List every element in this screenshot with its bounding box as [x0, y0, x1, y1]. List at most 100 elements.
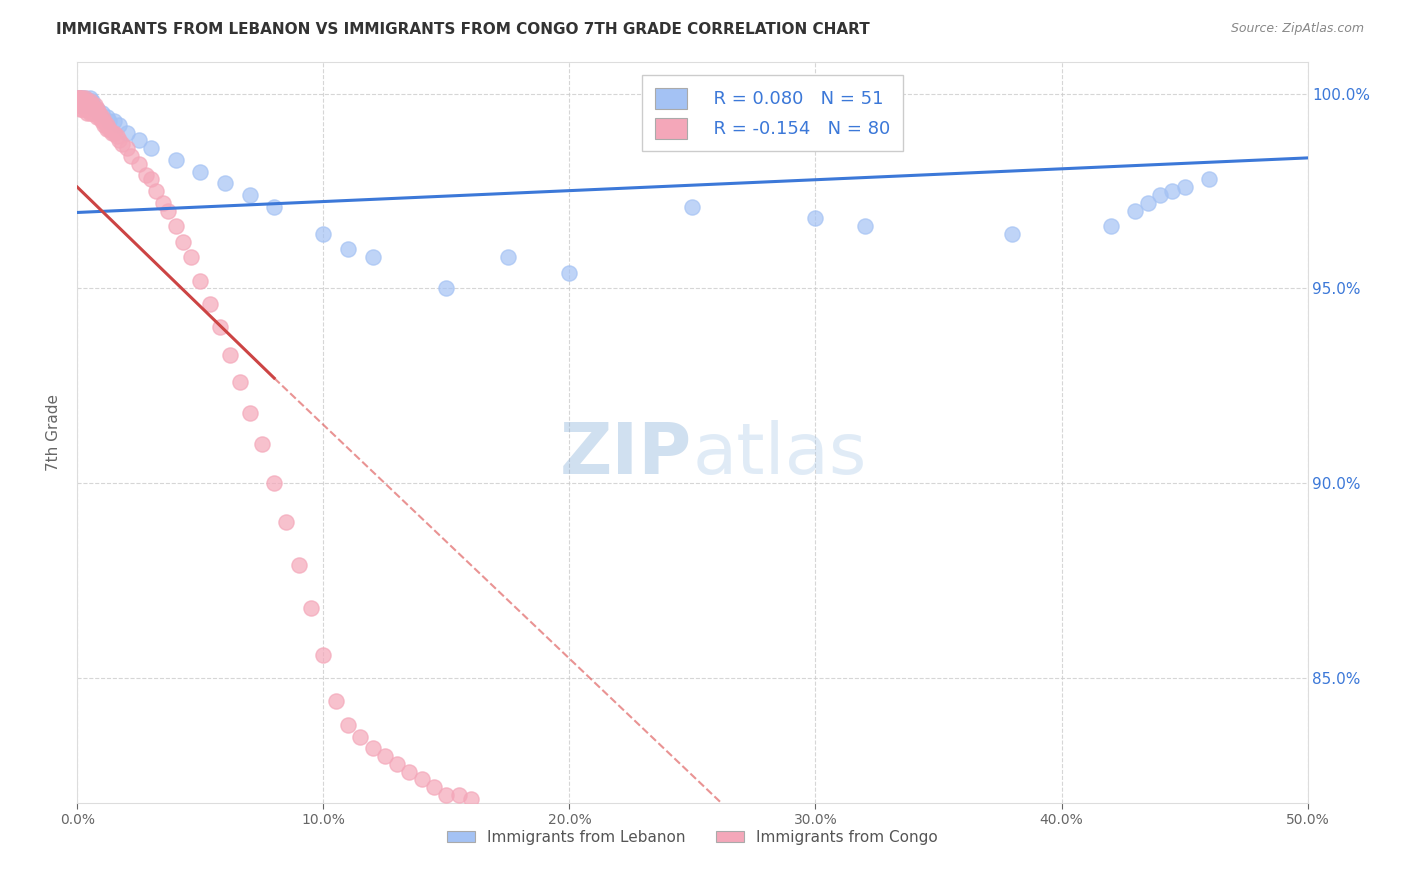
Point	[98, 114, 121, 128]
Point	[69, 95, 91, 109]
Point	[188, 274, 212, 288]
Point	[86, 102, 108, 116]
Point	[73, 98, 96, 112]
Point	[83, 106, 105, 120]
Point	[157, 203, 180, 218]
Point	[239, 406, 262, 420]
Point	[76, 102, 98, 116]
Point	[76, 106, 98, 120]
Point	[79, 95, 101, 109]
Point	[145, 184, 167, 198]
Point	[89, 106, 111, 120]
Point	[90, 114, 114, 128]
Point	[1099, 219, 1122, 233]
Point	[90, 106, 114, 120]
Point	[1149, 188, 1171, 202]
Point	[73, 102, 96, 116]
Text: IMMIGRANTS FROM LEBANON VS IMMIGRANTS FROM CONGO 7TH GRADE CORRELATION CHART: IMMIGRANTS FROM LEBANON VS IMMIGRANTS FR…	[56, 22, 870, 37]
Point	[496, 250, 519, 264]
Legend: Immigrants from Lebanon, Immigrants from Congo: Immigrants from Lebanon, Immigrants from…	[441, 823, 943, 851]
Point	[436, 788, 458, 802]
Point	[1136, 195, 1159, 210]
Point	[128, 133, 150, 147]
Point	[558, 266, 581, 280]
Point	[93, 114, 115, 128]
Point	[67, 90, 90, 104]
Point	[165, 219, 187, 233]
Point	[411, 772, 433, 787]
Point	[96, 110, 118, 124]
Point	[250, 437, 273, 451]
Point	[152, 195, 174, 210]
Point	[82, 95, 104, 109]
Point	[70, 102, 93, 116]
Point	[82, 98, 104, 112]
Point	[263, 200, 285, 214]
Point	[70, 98, 93, 112]
Point	[105, 129, 128, 144]
Point	[115, 126, 138, 140]
Point	[312, 648, 335, 662]
Text: atlas: atlas	[693, 420, 868, 490]
Point	[239, 188, 262, 202]
Point	[337, 243, 360, 257]
Point	[325, 694, 347, 708]
Point	[79, 90, 101, 104]
Point	[374, 749, 396, 764]
Point	[89, 106, 111, 120]
Point	[82, 102, 104, 116]
Point	[67, 90, 90, 104]
Point	[299, 601, 322, 615]
Point	[312, 227, 335, 241]
Point	[447, 788, 470, 802]
Point	[67, 90, 90, 104]
Point	[337, 718, 360, 732]
Point	[214, 176, 236, 190]
Point	[82, 98, 104, 112]
Point	[73, 90, 96, 104]
Point	[103, 114, 125, 128]
Point	[70, 98, 93, 112]
Point	[108, 118, 131, 132]
Point	[165, 153, 187, 167]
Point	[172, 235, 194, 249]
Point	[228, 375, 252, 389]
Point	[349, 730, 371, 744]
Point	[101, 126, 124, 140]
Point	[135, 169, 157, 183]
Point	[70, 90, 93, 104]
Point	[460, 792, 482, 806]
Point	[73, 90, 96, 104]
Point	[423, 780, 446, 795]
Point	[67, 90, 90, 104]
Point	[73, 98, 96, 112]
Point	[219, 348, 242, 362]
Point	[288, 558, 311, 573]
Point	[1001, 227, 1024, 241]
Point	[128, 157, 150, 171]
Point	[1161, 184, 1184, 198]
Point	[93, 118, 115, 132]
Point	[83, 102, 105, 116]
Text: ZIP: ZIP	[560, 420, 693, 490]
Point	[67, 90, 90, 104]
Point	[86, 102, 108, 116]
Point	[1125, 203, 1147, 218]
Point	[79, 102, 101, 116]
Point	[121, 149, 143, 163]
Point	[69, 98, 91, 112]
Point	[79, 98, 101, 112]
Point	[76, 98, 98, 112]
Point	[188, 164, 212, 178]
Point	[108, 133, 131, 147]
Point	[103, 126, 125, 140]
Point	[141, 141, 163, 155]
Point	[89, 110, 111, 124]
Point	[73, 95, 96, 109]
Point	[79, 106, 101, 120]
Point	[682, 200, 704, 214]
Point	[263, 476, 285, 491]
Point	[276, 515, 298, 529]
Point	[69, 102, 91, 116]
Point	[90, 110, 114, 124]
